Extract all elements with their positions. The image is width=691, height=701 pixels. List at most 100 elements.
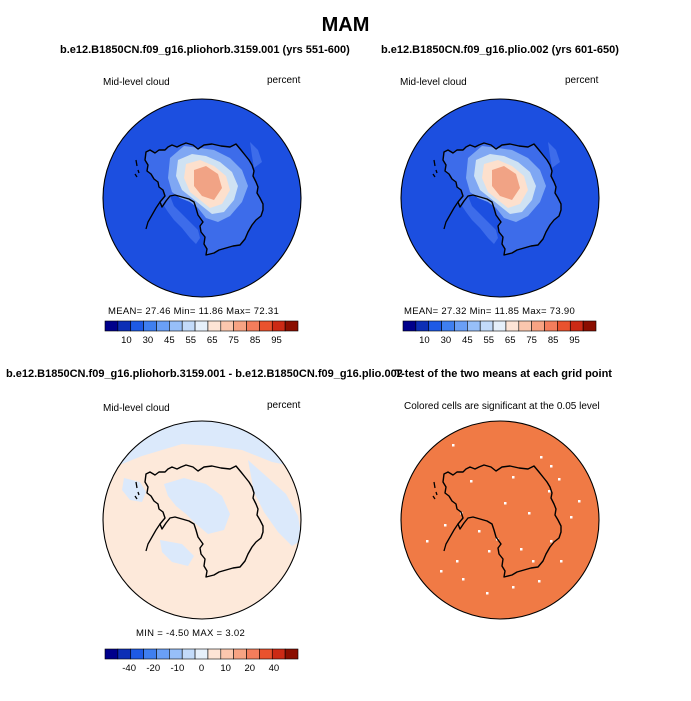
panel2-map-border <box>400 98 600 298</box>
panel2-colorbar-swatch-6 <box>479 320 494 332</box>
panel1-colorbar-swatch-3 <box>143 320 157 332</box>
panel1-stats: MEAN= 27.46 Min= 11.86 Max= 72.31 <box>108 306 280 317</box>
panel2-colorbar-tick-label-0: 10 <box>419 335 430 346</box>
panel1-colorbar-swatch-9 <box>220 320 234 332</box>
panel4-map-border <box>400 420 600 620</box>
panel2-colorbar-swatch-1 <box>415 320 430 332</box>
panel4-peninsula-coast <box>443 523 459 552</box>
panel4-insignificant-cell-10 <box>520 548 523 551</box>
panel1-map-border <box>102 98 302 298</box>
panel2-colorbar-swatch-0 <box>402 320 417 332</box>
panel3-negative-ross <box>160 540 194 566</box>
panel2-colorbar-swatch-13 <box>569 320 584 332</box>
panel3-coastline <box>144 464 264 578</box>
panel1-colorbar-swatch-5 <box>169 320 183 332</box>
panel3-stats: MIN = -4.50 MAX = 3.02 <box>136 628 246 639</box>
panel2-stats: MEAN= 27.32 Min= 11.85 Max= 73.90 <box>404 306 576 317</box>
panel3-colorbar-swatch-5 <box>169 648 183 660</box>
panel4-insignificant-cell-15 <box>570 516 573 519</box>
panel1-offshore-cloud <box>250 142 262 168</box>
panel4-insignificant-cell-0 <box>452 444 455 447</box>
panel2-colorbar-swatch-11 <box>544 320 558 332</box>
panel1-colorbar-swatch-14 <box>284 320 299 332</box>
panel1-variable-label: Mid-level cloud <box>103 77 170 88</box>
panel2-colorbar-swatch-3 <box>441 320 455 332</box>
panel4-insignificant-cell-21 <box>560 560 563 563</box>
panel4-insignificant-cell-24 <box>538 580 541 583</box>
panel3-colorbar-tick-label-4: 10 <box>220 663 231 674</box>
panel4-insignificant-cell-16 <box>528 512 531 515</box>
panel3-colorbar-swatch-8 <box>207 648 222 660</box>
panel2-colorbar-swatch-2 <box>428 320 442 332</box>
panel1-colorbar-swatch-0 <box>104 320 119 332</box>
panel2-colorbar-swatch-9 <box>518 320 532 332</box>
panel3-colorbar-swatch-11 <box>246 648 260 660</box>
panel3-units-label: percent <box>267 400 301 411</box>
panel1-colorbar-swatch-1 <box>117 320 132 332</box>
panel4-insignificant-cell-1 <box>540 456 543 459</box>
panel1-interior-max <box>194 166 222 200</box>
panel2-colorbar-swatch-8 <box>505 320 520 332</box>
panel1-units-label: percent <box>267 75 301 86</box>
panel2-units-label: percent <box>565 75 599 86</box>
panel3-colorbar-swatch-4 <box>156 648 170 660</box>
panel1-peninsula-coast <box>145 201 161 230</box>
figure-title: MAM <box>321 14 370 36</box>
panel3-colorbar-tick-label-2: -10 <box>171 663 185 674</box>
panel2-colorbar-swatch-10 <box>531 320 545 332</box>
panel2-colorbar-swatch-7 <box>492 320 507 332</box>
panel2-colorbar-swatch-14 <box>582 320 597 332</box>
panel4-insignificant-cell-11 <box>532 560 535 563</box>
panel2-ross-field <box>462 196 498 244</box>
panel4-polar-map <box>400 420 600 620</box>
panel3-colorbar-swatch-0 <box>104 648 119 660</box>
panel3-colorbar-swatch-12 <box>259 648 273 660</box>
panel1-colorbar: 10 30 45 55 65 75 85 95 <box>104 320 299 346</box>
panel4-insignificant-cell-20 <box>444 524 447 527</box>
panel3-colorbar-tick-label-3: 0 <box>199 663 204 674</box>
panel1-colorbar-swatch-13 <box>271 320 286 332</box>
panel1-colorbar-tick-label-5: 75 <box>228 335 239 346</box>
panel4-insignificant-cell-12 <box>440 570 443 573</box>
panel4-insignificant-cell-7 <box>478 530 481 533</box>
panel1-colorbar-tick-label-2: 45 <box>164 335 175 346</box>
panel4-insignificant-cell-19 <box>456 560 459 563</box>
panel1-title: b.e12.B1850CN.f09_g16.pliohorb.3159.001 … <box>60 44 350 56</box>
panel2-colorbar-tick-label-1: 30 <box>441 335 452 346</box>
panel2-colorbar-tick-label-7: 95 <box>569 335 580 346</box>
panel1-colorbar-tick-label-0: 10 <box>121 335 132 346</box>
panel3-colorbar-swatch-10 <box>233 648 247 660</box>
panel3-island-coast <box>134 481 140 500</box>
panel2-colorbar-tick-label-3: 55 <box>483 335 494 346</box>
panel3-colorbar-swatch-13 <box>271 648 286 660</box>
panel4-subtitle: Colored cells are significant at the 0.0… <box>404 401 600 412</box>
panel4-insignificant-cell-25 <box>426 540 429 543</box>
panel3-colorbar-tick-label-0: -40 <box>122 663 136 674</box>
panel3-negative-east <box>248 460 301 546</box>
panel3-peninsula-coast <box>145 523 161 552</box>
panel4-coastline <box>442 464 562 578</box>
panel4-title: T-test of the two means at each grid poi… <box>395 368 612 380</box>
panel3-colorbar-swatch-14 <box>284 648 299 660</box>
panel2-title: b.e12.B1850CN.f09_g16.plio.002 (yrs 601-… <box>381 44 619 56</box>
panel1-colorbar-swatch-7 <box>194 320 209 332</box>
panel3-colorbar-swatch-6 <box>181 648 196 660</box>
panel2-interior-max <box>492 166 520 200</box>
panel2-colorbar: 10 30 45 55 65 75 85 95 <box>402 320 597 346</box>
panel1-colorbar-tick-label-6: 85 <box>250 335 261 346</box>
panel4-insignificant-cell-17 <box>504 502 507 505</box>
panel3-colorbar-swatch-9 <box>220 648 234 660</box>
panel2-colorbar-swatch-4 <box>454 320 468 332</box>
panel4-insignificant-cell-18 <box>470 480 473 483</box>
panel3-polar-map <box>102 420 302 620</box>
panel2-variable-label: Mid-level cloud <box>400 77 467 88</box>
panel1-island-coast <box>134 159 140 178</box>
panel3-colorbar-tick-label-5: 20 <box>244 663 255 674</box>
panel4-insignificant-cell-9 <box>488 550 491 553</box>
panel1-colorbar-swatch-4 <box>156 320 170 332</box>
panel4-insignificant-cell-5 <box>548 490 551 493</box>
panel3-colorbar-swatch-2 <box>130 648 144 660</box>
panel3-negative-interior <box>164 478 230 534</box>
panel2-colorbar-tick-label-5: 75 <box>526 335 537 346</box>
panel2-colorbar-tick-label-4: 65 <box>505 335 516 346</box>
